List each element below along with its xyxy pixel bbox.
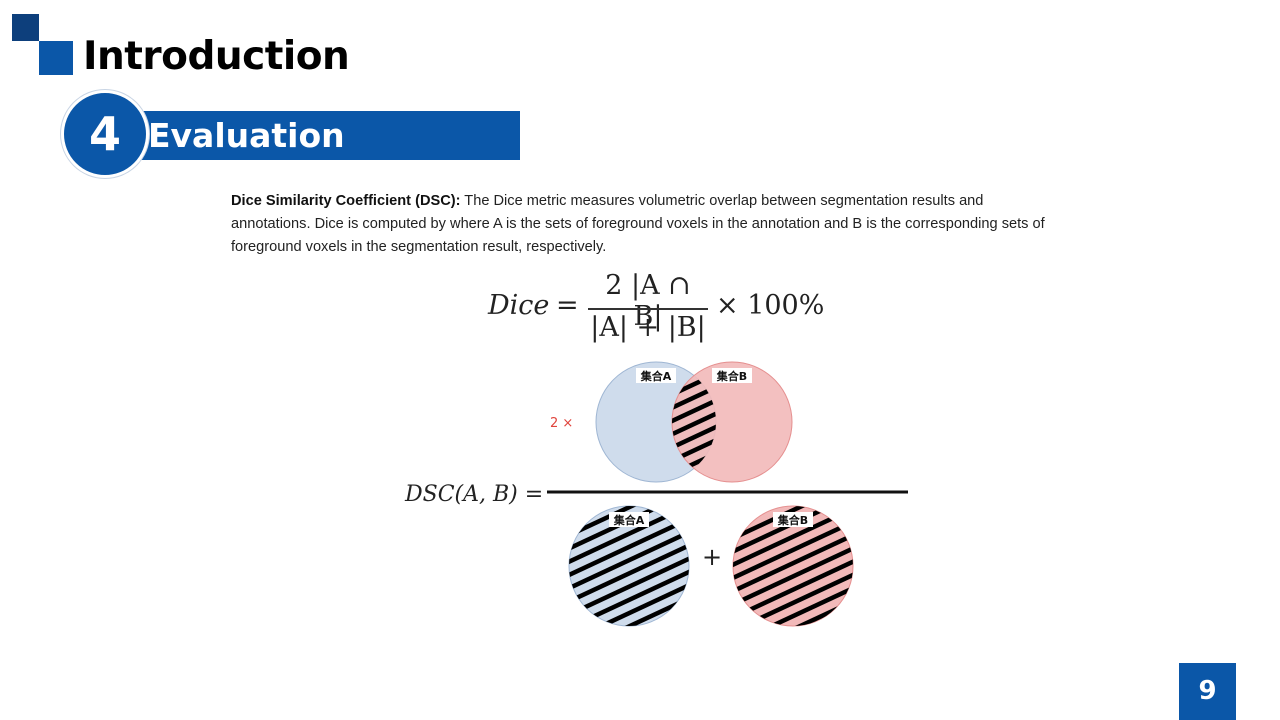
formula-fraction-bar (588, 308, 708, 310)
logo-square-blue (39, 41, 73, 75)
dsc-term: Dice Similarity Coefficient (DSC): (231, 193, 461, 209)
formula-multiplier: × 100% (716, 290, 825, 321)
set-a-hatch (569, 506, 689, 626)
set-b-label-box (712, 368, 752, 383)
formula-equals: = (556, 290, 579, 321)
set-b-hatch (733, 506, 853, 626)
plus-sign: + (702, 543, 722, 571)
dsc-text: The Dice metric measures volumetric over… (231, 193, 1045, 255)
intersection-hatch (672, 362, 716, 482)
set-b-bottom-label-box (773, 512, 813, 527)
set-b-bottom-label: 集合B (777, 513, 808, 527)
factor-label: 2 × (550, 416, 573, 431)
set-a-bottom-label-box (609, 512, 649, 527)
dsc-lhs: DSC(A, B) = (404, 482, 543, 507)
set-b-label: 集合B (716, 369, 747, 383)
dsc-venn-diagram: 集合A 集合B 2 × DSC(A, B) = 集合A 集合B + (404, 361, 908, 627)
section-label: Evaluation (148, 116, 345, 155)
section-number-badge: 4 (61, 90, 149, 178)
section-banner (124, 111, 520, 160)
page-number: 9 (1179, 663, 1236, 720)
set-a-label-box (636, 368, 676, 383)
logo-square-dark (12, 14, 39, 41)
dice-formula: Dice = 2 |A ∩ B| |A| + |B| × 100% (480, 268, 840, 350)
page-title: Introduction (83, 34, 350, 79)
formula-lhs: Dice (488, 290, 550, 321)
set-a-bottom-label: 集合A (613, 513, 645, 527)
formula-numerator: 2 |A ∩ B| (605, 270, 691, 332)
set-a-label: 集合A (640, 369, 672, 383)
formula-denominator: |A| + |B| (590, 312, 706, 343)
dsc-description: Dice Similarity Coefficient (DSC): The D… (231, 190, 1061, 259)
